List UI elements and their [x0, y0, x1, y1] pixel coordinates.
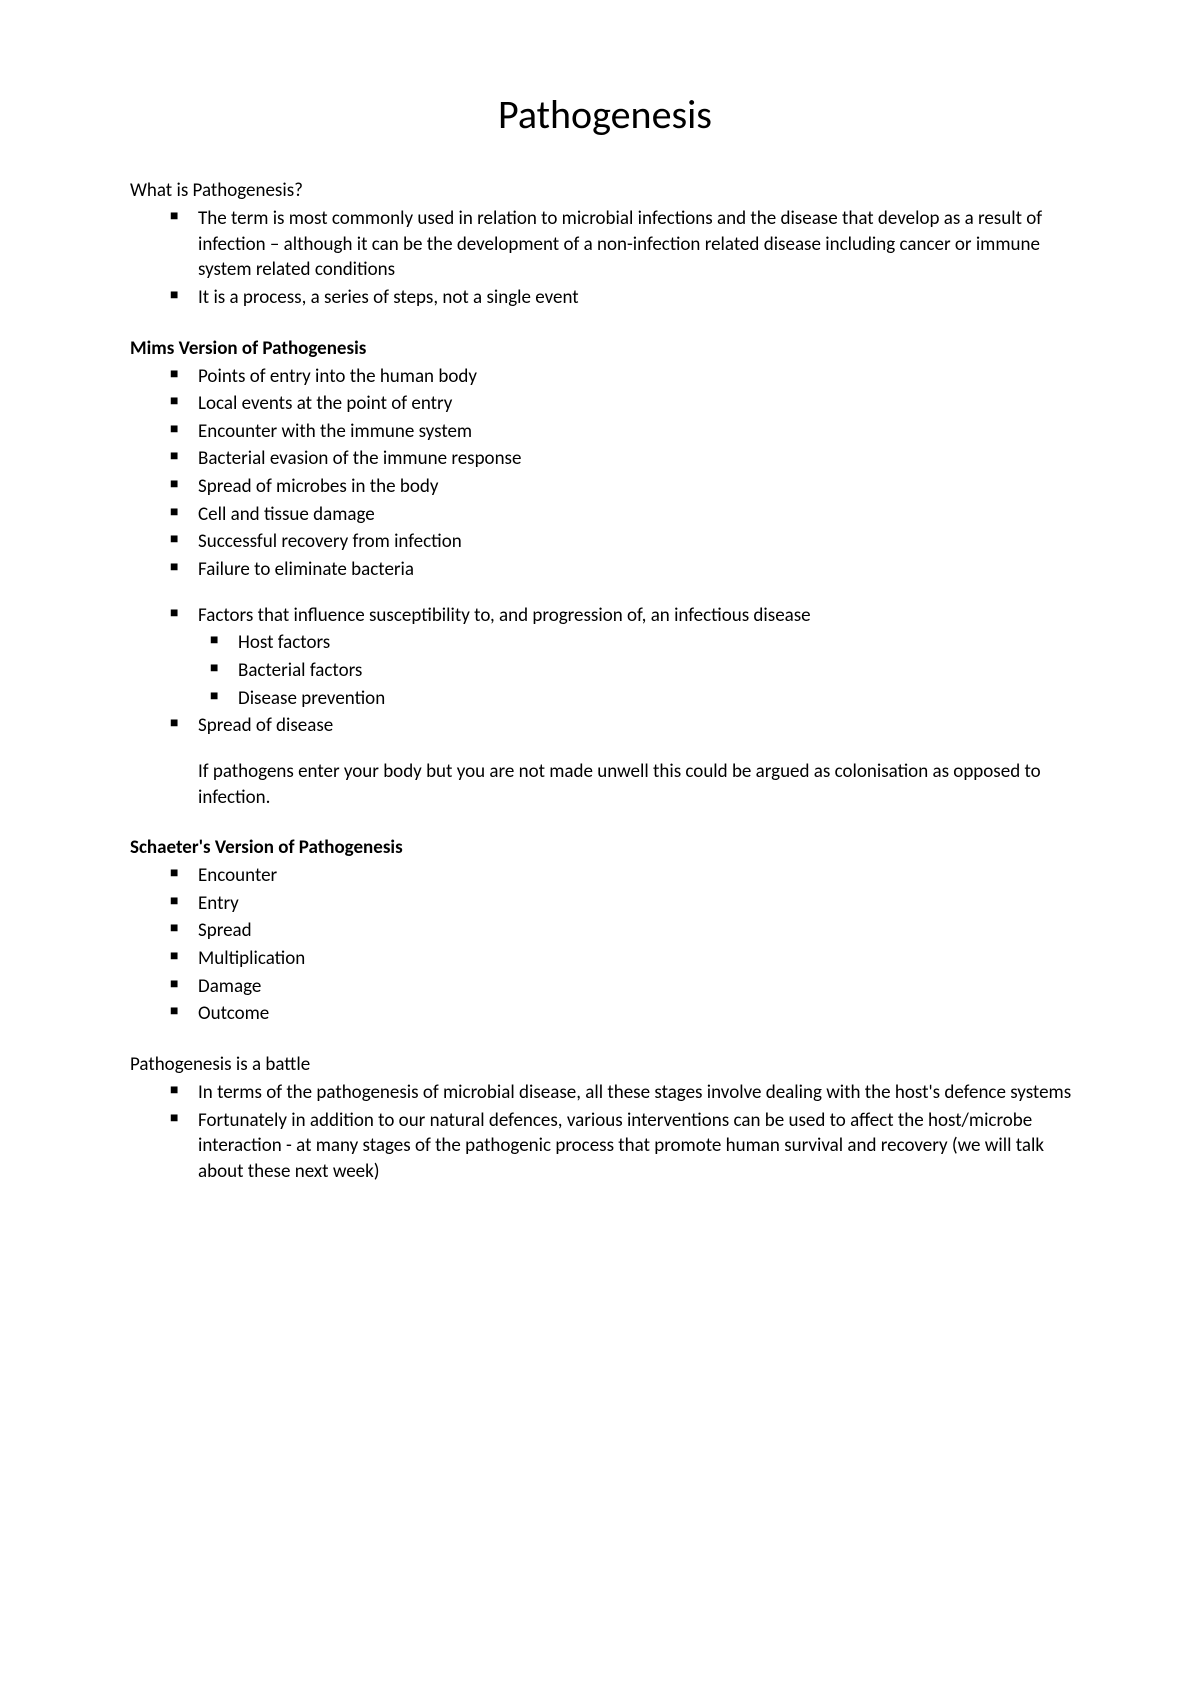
list-item: Factors that influence susceptibility to…: [170, 603, 1080, 629]
list-item: Damage: [170, 974, 1080, 1000]
list-item: Encounter: [170, 863, 1080, 889]
list-item: The term is most commonly used in relati…: [170, 206, 1080, 283]
list-item: Disease prevention: [210, 686, 1080, 712]
section-schaeter: Schaeter's Version of Pathogenesis Encou…: [130, 836, 1080, 1027]
note-paragraph: If pathogens enter your body but you are…: [130, 759, 1080, 810]
list-item: Entry: [170, 891, 1080, 917]
list-item: Bacterial factors: [210, 658, 1080, 684]
bullet-list: The term is most commonly used in relati…: [130, 206, 1080, 311]
list-item: Host factors: [210, 630, 1080, 656]
list-item: In terms of the pathogenesis of microbia…: [170, 1080, 1080, 1106]
section-battle: Pathogenesis is a battle In terms of the…: [130, 1053, 1080, 1185]
list-item: Encounter with the immune system: [170, 419, 1080, 445]
section-what-is: What is Pathogenesis? The term is most c…: [130, 179, 1080, 311]
section-mims: Mims Version of Pathogenesis Points of e…: [130, 337, 1080, 811]
list-item: Spread: [170, 918, 1080, 944]
nested-bullet-list: Host factors Bacterial factors Disease p…: [130, 630, 1080, 711]
list-item: Failure to eliminate bacteria: [170, 557, 1080, 583]
section-heading: What is Pathogenesis?: [130, 179, 1080, 202]
list-item: Multiplication: [170, 946, 1080, 972]
bullet-list: Spread of disease: [130, 713, 1080, 739]
bullet-list: Factors that influence susceptibility to…: [130, 603, 1080, 629]
bullet-list: In terms of the pathogenesis of microbia…: [130, 1080, 1080, 1185]
list-item: It is a process, a series of steps, not …: [170, 285, 1080, 311]
page-title: Pathogenesis: [130, 90, 1080, 139]
section-heading: Mims Version of Pathogenesis: [130, 337, 1080, 360]
list-item: Fortunately in addition to our natural d…: [170, 1108, 1080, 1185]
bullet-list: Points of entry into the human body Loca…: [130, 364, 1080, 583]
bullet-list: Encounter Entry Spread Multiplication Da…: [130, 863, 1080, 1027]
list-item: Cell and tissue damage: [170, 502, 1080, 528]
list-item: Local events at the point of entry: [170, 391, 1080, 417]
list-item: Successful recovery from infection: [170, 529, 1080, 555]
section-heading: Schaeter's Version of Pathogenesis: [130, 836, 1080, 859]
list-item: Outcome: [170, 1001, 1080, 1027]
list-item: Spread of microbes in the body: [170, 474, 1080, 500]
list-item: Spread of disease: [170, 713, 1080, 739]
list-item: Bacterial evasion of the immune response: [170, 446, 1080, 472]
list-item: Points of entry into the human body: [170, 364, 1080, 390]
section-heading: Pathogenesis is a battle: [130, 1053, 1080, 1076]
